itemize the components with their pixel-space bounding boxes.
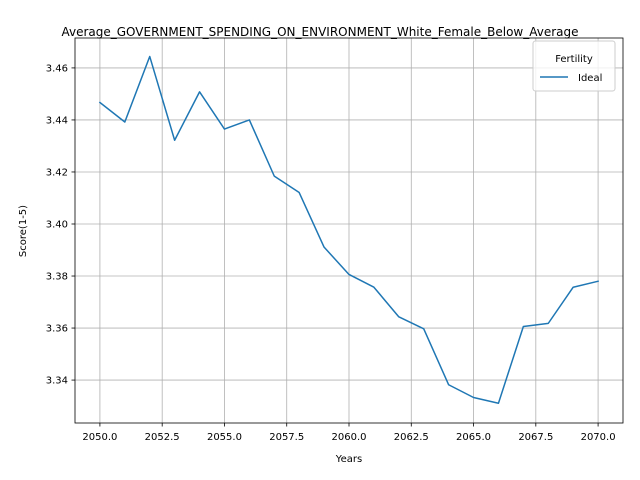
x-tick-label: 2062.5 xyxy=(394,432,429,443)
data-point xyxy=(123,120,127,124)
grid xyxy=(75,38,623,423)
data-point xyxy=(247,118,251,122)
x-tick-label: 2055.0 xyxy=(207,432,242,443)
x-tick-label: 2070.0 xyxy=(581,432,616,443)
series-layer xyxy=(98,54,600,405)
data-point xyxy=(98,101,102,105)
data-point xyxy=(447,383,451,387)
legend: Fertility Ideal xyxy=(532,40,616,92)
data-point xyxy=(322,245,326,249)
series-line-ideal xyxy=(98,55,599,404)
y-tick-label: 3.40 xyxy=(46,219,68,230)
data-point xyxy=(372,285,376,289)
y-tick-label: 3.36 xyxy=(46,324,68,335)
data-point xyxy=(496,401,500,405)
data-point xyxy=(571,285,575,289)
y-axis-label: Score(1-5) xyxy=(18,205,29,257)
data-point xyxy=(422,327,426,331)
y-tick-label: 3.44 xyxy=(46,115,68,126)
x-tick-label: 2050.0 xyxy=(82,432,117,443)
data-point xyxy=(173,138,177,142)
data-point xyxy=(222,127,226,131)
ticks: 2050.0 2052.5 2055.0 2057.5 2060.0 2062.5 2065… xyxy=(46,63,616,443)
y-tick-label: 3.38 xyxy=(46,272,68,283)
x-tick-label: 2057.5 xyxy=(269,432,304,443)
chart-title: Average_GOVERNMENT_SPENDING_ON_ENVIRONME… xyxy=(61,25,578,39)
x-tick-label: 2065.0 xyxy=(456,432,491,443)
data-point xyxy=(347,272,351,276)
x-axis-label: Years xyxy=(335,454,362,465)
x-tick-label: 2052.5 xyxy=(145,432,180,443)
legend-label-ideal: Ideal xyxy=(578,73,602,84)
legend-box xyxy=(532,40,616,92)
y-tick-label: 3.42 xyxy=(46,167,68,178)
data-point xyxy=(198,90,202,94)
legend-title: Fertility xyxy=(555,54,593,65)
y-tick-label: 3.34 xyxy=(46,376,68,387)
y-tick-label: 3.46 xyxy=(46,63,68,74)
data-point xyxy=(546,321,550,325)
x-tick-label: 2060.0 xyxy=(332,432,367,443)
data-point xyxy=(148,54,152,58)
data-point xyxy=(472,396,476,400)
data-point xyxy=(397,315,401,319)
data-point xyxy=(521,324,525,328)
data-point xyxy=(297,191,301,195)
data-point xyxy=(272,174,276,178)
data-point xyxy=(596,279,600,283)
x-tick-label: 2067.5 xyxy=(518,432,553,443)
